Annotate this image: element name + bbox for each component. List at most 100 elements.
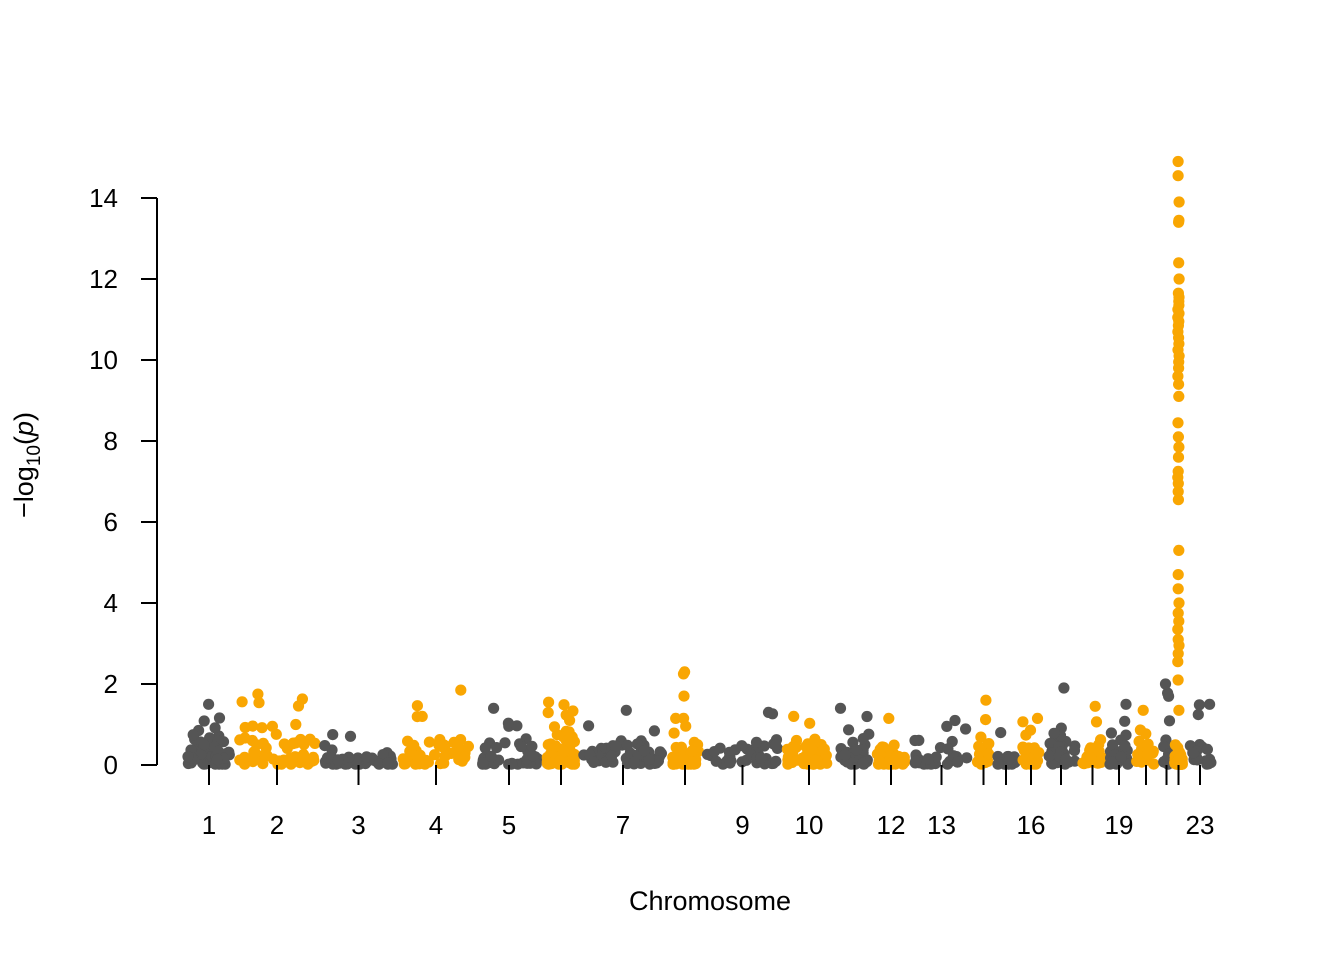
snp-point [1003,753,1016,765]
snp-point [1142,748,1154,760]
snp-point [1173,273,1185,285]
snp-point [770,755,782,767]
y-tick-label: 8 [104,426,118,456]
snp-point [643,753,655,766]
snp-point [729,744,741,756]
snp-point [670,712,682,725]
snp-point [252,688,264,700]
snp-point [1187,747,1200,759]
snp-point [1068,744,1081,757]
x-tick-label: 23 [1186,810,1215,840]
snp-point [1043,750,1055,762]
x-tick-label: 2 [270,810,284,840]
snp-point [1089,700,1101,712]
snp-point [1173,441,1185,453]
snp-point [1163,715,1176,727]
snp-point [755,752,767,764]
snp-point [942,743,954,755]
snp-point [543,696,555,708]
snp-point [1115,751,1127,763]
snp-point [1192,709,1204,721]
snp-point [1095,734,1107,746]
snp-point [1172,155,1184,168]
snp-point [439,750,451,762]
snp-point [677,753,689,766]
snp-point [435,740,447,753]
snp-point [648,725,661,737]
snp-point [1031,712,1044,725]
x-tick-label: 5 [502,810,516,840]
snp-point [502,717,514,729]
snp-point [266,720,278,732]
snp-point [750,736,763,748]
snp-point [983,738,995,750]
snp-point [414,749,426,761]
snp-point [304,733,316,745]
snp-point [1017,716,1029,728]
snp-point [1172,431,1184,443]
y-axis-title: −log10(p) [9,412,45,518]
snp-point [1172,623,1184,635]
snp-point [857,733,869,745]
snp-point [213,712,226,724]
snp-point [1058,682,1070,694]
snp-point [806,743,818,755]
snp-point [1173,362,1185,374]
x-tick-label: 7 [616,810,630,840]
snp-point [567,705,579,717]
snp-point [251,739,263,751]
snp-point [1173,378,1185,390]
x-tick-label: 9 [735,810,749,840]
snp-point [1201,758,1213,770]
snp-point [568,755,580,767]
snp-point [762,706,775,719]
snp-point [1132,748,1144,761]
snp-point [557,745,570,757]
snp-point [290,737,302,749]
snp-point [588,756,600,769]
snp-point [961,752,973,764]
snp-point [234,754,246,766]
snp-point [606,750,618,762]
y-tick-label: 12 [89,264,118,294]
snp-point [834,702,847,714]
snp-point [1048,727,1060,739]
snp-point [1172,494,1184,506]
snp-point [583,720,595,732]
snp-point [1172,417,1184,429]
snp-point [408,739,420,752]
x-tick-label: 10 [795,810,824,840]
snp-point [1020,743,1032,755]
snp-point [724,757,736,769]
snp-point [922,753,934,765]
data-points [182,155,1217,770]
snp-point [1033,747,1045,759]
snp-point [554,755,566,767]
snp-point [678,712,690,725]
snp-point [843,724,855,736]
snp-point [670,741,682,754]
snp-point [888,755,900,767]
snp-point [1172,477,1184,490]
snp-point [344,730,357,742]
y-axis-title-open: ( [9,436,39,445]
snp-point [960,723,972,735]
snp-point [1172,170,1184,182]
snp-point [770,739,782,751]
snp-point [971,756,984,768]
snp-point [638,745,650,757]
snp-point [1044,737,1056,750]
snp-point [548,721,561,733]
y-axis-title-variable: p [9,421,39,437]
snp-point [563,726,575,738]
snp-point [1119,740,1131,752]
snp-point [1169,739,1181,751]
snp-point [292,700,305,712]
snp-point [558,699,570,711]
snp-point [1172,451,1185,463]
x-tick-label: 13 [927,810,956,840]
y-tick-label: 0 [104,750,118,780]
snp-point [678,690,690,702]
snp-point [708,746,720,758]
